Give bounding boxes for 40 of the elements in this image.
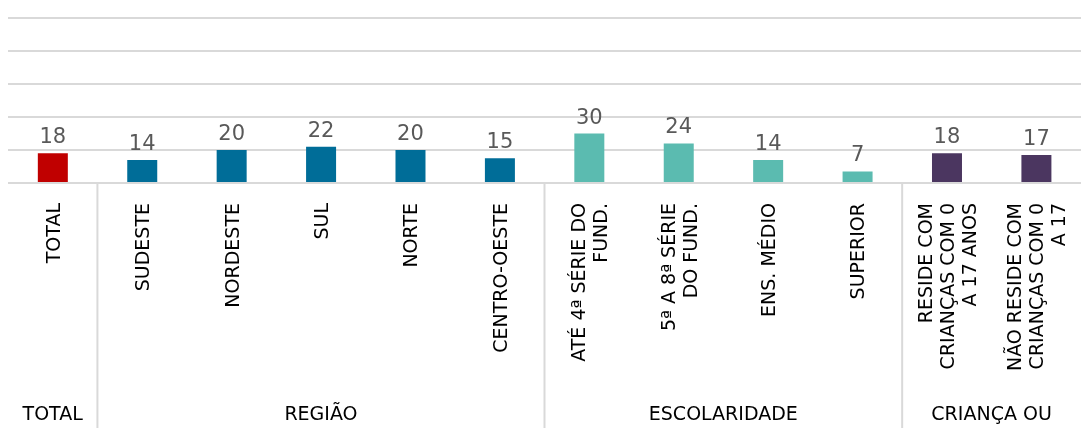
bar: [931, 153, 962, 183]
bar: [37, 153, 68, 183]
x-tick-label: TOTAL: [41, 202, 64, 265]
bar: [306, 146, 337, 183]
x-tick-label: SUDESTE: [131, 203, 154, 292]
data-label: 18: [39, 124, 67, 149]
x-tick-label: CENTRO-OESTE: [488, 203, 511, 353]
data-label: 14: [128, 130, 156, 155]
data-label: 20: [218, 121, 246, 145]
bar: [753, 159, 784, 183]
x-tick-label: 5ª A 8ª SÉRIE DO FUND.: [656, 203, 701, 332]
text: CRIANÇA OU: [931, 402, 1052, 424]
bar: [663, 143, 694, 183]
bar: [484, 158, 515, 183]
data-label: 18: [933, 124, 961, 149]
text: ESCOLARIDADE: [648, 402, 798, 424]
x-tick-label: ATÉ 4ª SÉRIE DO FUND.: [567, 203, 612, 362]
bar: [574, 133, 605, 183]
bar: [395, 150, 426, 183]
data-label: 24: [665, 114, 693, 139]
x-tick-label: NORDESTE: [220, 203, 243, 308]
bar: [842, 171, 873, 183]
bar: [127, 159, 158, 183]
text: REGIÃO: [284, 402, 358, 424]
x-tick-label: ENS. MÉDIO: [757, 203, 780, 317]
x-tick-label: NORTE: [399, 203, 422, 268]
data-label: 30: [575, 104, 603, 129]
data-label: 17: [1023, 125, 1050, 150]
data-label: 14: [754, 130, 782, 155]
x-tick-label: SUPERIOR: [846, 203, 869, 300]
text: TOTAL: [21, 402, 84, 424]
x-tick-label: SUL: [309, 202, 332, 240]
data-label: 22: [307, 117, 335, 142]
bar: [1021, 154, 1052, 183]
x-tick-label: NÃO RESIDE COM CRIANÇAS COM 0 A 17: [1003, 203, 1070, 372]
data-label: 20: [397, 121, 424, 145]
bar: [216, 150, 247, 183]
data-label: 15: [486, 129, 514, 154]
x-tick-label: RESIDE COM CRIANÇAS COM 0 A 17 ANOS: [913, 203, 980, 370]
data-label: 7: [850, 142, 865, 167]
